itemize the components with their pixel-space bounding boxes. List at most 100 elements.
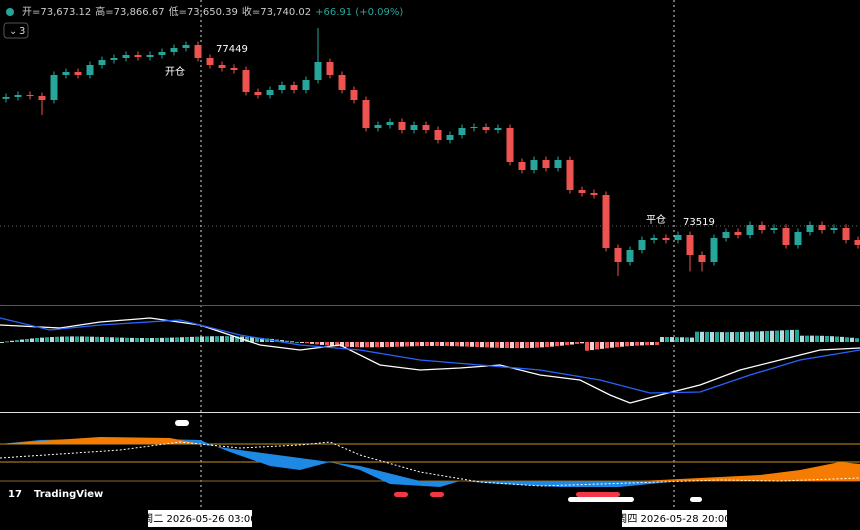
histogram-bar (535, 342, 539, 348)
date-label: 周四 2026-05-28 20:00 (617, 513, 730, 525)
histogram-bar (665, 337, 669, 342)
histogram-bar (320, 342, 324, 345)
histogram-bar (750, 331, 754, 342)
histogram-bar (695, 331, 699, 342)
histogram-bar (180, 337, 184, 342)
histogram-bar (585, 342, 589, 351)
candle-body (650, 237, 658, 240)
histogram-bar (805, 335, 809, 342)
candle-body (38, 96, 46, 100)
histogram-bar (465, 342, 469, 347)
candle-body (398, 121, 406, 130)
histogram-bar (140, 337, 144, 342)
candle-body (470, 126, 478, 129)
histogram-bar (310, 342, 314, 344)
candles (2, 28, 860, 276)
macd-line (0, 317, 860, 404)
histogram-bar (255, 337, 259, 342)
histogram-bar (420, 342, 424, 347)
candle-body (146, 55, 154, 57)
candle-body (830, 227, 838, 230)
histogram-bar (820, 335, 824, 342)
histogram-bar (625, 342, 629, 347)
negative-area (460, 481, 680, 487)
histogram-bar (730, 332, 734, 342)
histogram-bar (530, 342, 534, 348)
date-box (622, 510, 727, 527)
candle-body (854, 240, 860, 245)
histogram-bar (185, 337, 189, 342)
histogram-bar (210, 336, 214, 342)
histogram-bar (500, 342, 504, 348)
candle-body (626, 250, 634, 262)
candle-body (170, 48, 178, 52)
histogram-bar (150, 337, 154, 342)
histogram-bar (775, 330, 779, 342)
histogram-bar (710, 332, 714, 342)
candle-body (710, 237, 718, 262)
histogram-bar (195, 336, 199, 342)
histogram-bar (205, 336, 209, 342)
histogram-bar (720, 332, 724, 342)
histogram-bar (855, 338, 859, 342)
histogram-bar (770, 330, 774, 342)
ohlc-legend: 开=73,673.12 高=73,866.67 低=73,650.39 收=73,74… (22, 5, 403, 18)
histogram-bar (15, 340, 19, 342)
histogram-bar (285, 340, 289, 342)
histogram-bar (295, 341, 299, 343)
histogram-bar (600, 342, 604, 349)
signal-pill (394, 492, 408, 497)
signal-pill (690, 497, 702, 502)
signal-pill (568, 497, 634, 502)
histogram-bar (75, 336, 79, 342)
histogram-bar (360, 342, 364, 348)
candle-body (758, 225, 766, 230)
histogram-bar (555, 342, 559, 347)
histogram-bar (225, 336, 229, 342)
histogram-bar (565, 342, 569, 346)
collapse-button[interactable] (3, 22, 29, 39)
histogram-bar (290, 341, 294, 343)
histogram-bar (260, 337, 264, 342)
histogram-bar (830, 336, 834, 342)
candle-body (434, 130, 442, 140)
histogram-bar (840, 336, 844, 342)
candle-body (686, 235, 694, 255)
date-box (148, 510, 252, 527)
histogram-bar (645, 342, 649, 346)
candle-body (446, 135, 454, 140)
candle-body (374, 125, 382, 129)
histogram-bar (40, 337, 44, 342)
candle-body (230, 67, 238, 70)
candle-body (74, 71, 82, 75)
histogram-bar (105, 337, 109, 342)
candle-body (734, 231, 742, 235)
histogram-bar (250, 337, 254, 342)
histogram-bar (220, 336, 224, 342)
candle-body (218, 65, 226, 68)
histogram-bar (400, 342, 404, 347)
histogram-bar (520, 342, 524, 349)
histogram-bar (685, 337, 689, 342)
histogram-bar (30, 338, 34, 342)
histogram-bar (460, 342, 464, 347)
close-marker: 平仓 (646, 213, 666, 226)
histogram-bar (580, 342, 584, 344)
histogram-bar (375, 342, 379, 348)
ohlc-item: 高=73,866.67 (95, 5, 164, 18)
histogram-bar (395, 342, 399, 347)
histogram-bar (165, 337, 169, 342)
histogram-bar (200, 336, 204, 342)
histogram-bar (170, 337, 174, 342)
histogram-bar (485, 342, 489, 348)
histogram-bar (740, 331, 744, 342)
histogram-bar (660, 337, 664, 342)
histogram-bar (640, 342, 644, 346)
histogram-bar (390, 342, 394, 347)
signal-line (0, 317, 860, 394)
candle-body (254, 91, 262, 95)
macd-histogram (0, 329, 859, 351)
candle-body (14, 95, 22, 97)
histogram-bar (415, 342, 419, 347)
histogram-bar (835, 336, 839, 342)
